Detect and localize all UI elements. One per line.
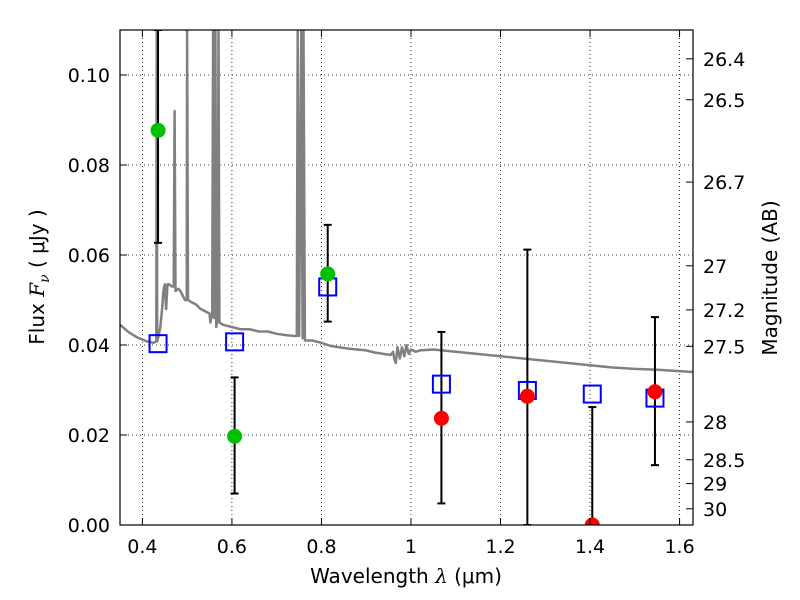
plot-area xyxy=(120,30,693,525)
y2-tick-label: 30 xyxy=(703,499,727,521)
y2-tick-label: 27 xyxy=(703,256,727,278)
x-tick-label: 1.4 xyxy=(575,536,605,558)
model-photometry-marker xyxy=(431,374,451,394)
data-markers xyxy=(148,122,665,525)
model-photometry-marker xyxy=(148,334,168,354)
x-tick-label: 0.6 xyxy=(217,536,247,558)
observed-photometry-marker xyxy=(519,388,535,404)
y-axis-title-subscript: ν xyxy=(37,274,53,283)
observed-photometry-marker xyxy=(320,266,336,282)
observed-photometry-marker xyxy=(433,410,449,426)
x-axis-title: Wavelength λ (μm) xyxy=(310,564,502,588)
y-tick-label: 0.04 xyxy=(68,335,110,357)
model-spectrum-line xyxy=(120,30,693,374)
y2-tick-label: 26.4 xyxy=(703,49,745,71)
observed-photometry-marker xyxy=(150,122,166,138)
model-photometry-marker xyxy=(225,332,245,352)
y2-axis-title: Magnitude (AB) xyxy=(758,200,782,355)
y-axis-title-symbol: F xyxy=(25,282,49,298)
y-axis-title-prefix: Flux xyxy=(25,297,49,345)
error-bars xyxy=(154,30,659,525)
x-tick-label: 1.2 xyxy=(485,536,515,558)
y2-tick-label: 27.2 xyxy=(703,300,745,322)
y-axis-title-unit: ( μJy ) xyxy=(25,209,49,274)
y2-tick-label: 26.5 xyxy=(703,90,745,112)
x-tick-label: 1.6 xyxy=(664,536,694,558)
observed-photometry-marker xyxy=(584,517,600,525)
y2-tick-label: 27.5 xyxy=(703,336,745,358)
model-spectrum-layer xyxy=(120,30,693,374)
y-axis-title: Flux Fν ( μJy ) xyxy=(25,209,53,344)
x-axis-title-symbol: λ xyxy=(434,564,448,588)
y2-tick-label: 29 xyxy=(703,474,727,496)
y-tick-label: 0.10 xyxy=(68,65,110,87)
observed-photometry-marker xyxy=(227,428,243,444)
y-tick-label: 0.06 xyxy=(68,245,110,267)
x-tick-label: 0.4 xyxy=(127,536,157,558)
y-tick-label: 0.08 xyxy=(68,155,110,177)
y2-tick-label: 28.5 xyxy=(703,450,745,472)
x-axis-title-unit: (μm) xyxy=(448,564,502,588)
y2-tick-label: 28 xyxy=(703,412,727,434)
x-axis-title-prefix: Wavelength xyxy=(310,564,435,588)
x-tick-label: 0.8 xyxy=(306,536,336,558)
plot-frame xyxy=(119,29,694,526)
model-photometry-marker xyxy=(582,384,602,404)
y2-tick-label: 26.7 xyxy=(703,172,745,194)
y-tick-label: 0.02 xyxy=(68,425,110,447)
x-tick-label: 1 xyxy=(405,536,417,558)
y-tick-label: 0.00 xyxy=(68,515,110,537)
axis-ticks: 0.4 0.6 0.8 1 1.2 1.4 1.6 0.00 0.02 0.04 0.06 0.08 0… xyxy=(68,30,745,558)
observed-photometry-marker xyxy=(647,384,663,400)
